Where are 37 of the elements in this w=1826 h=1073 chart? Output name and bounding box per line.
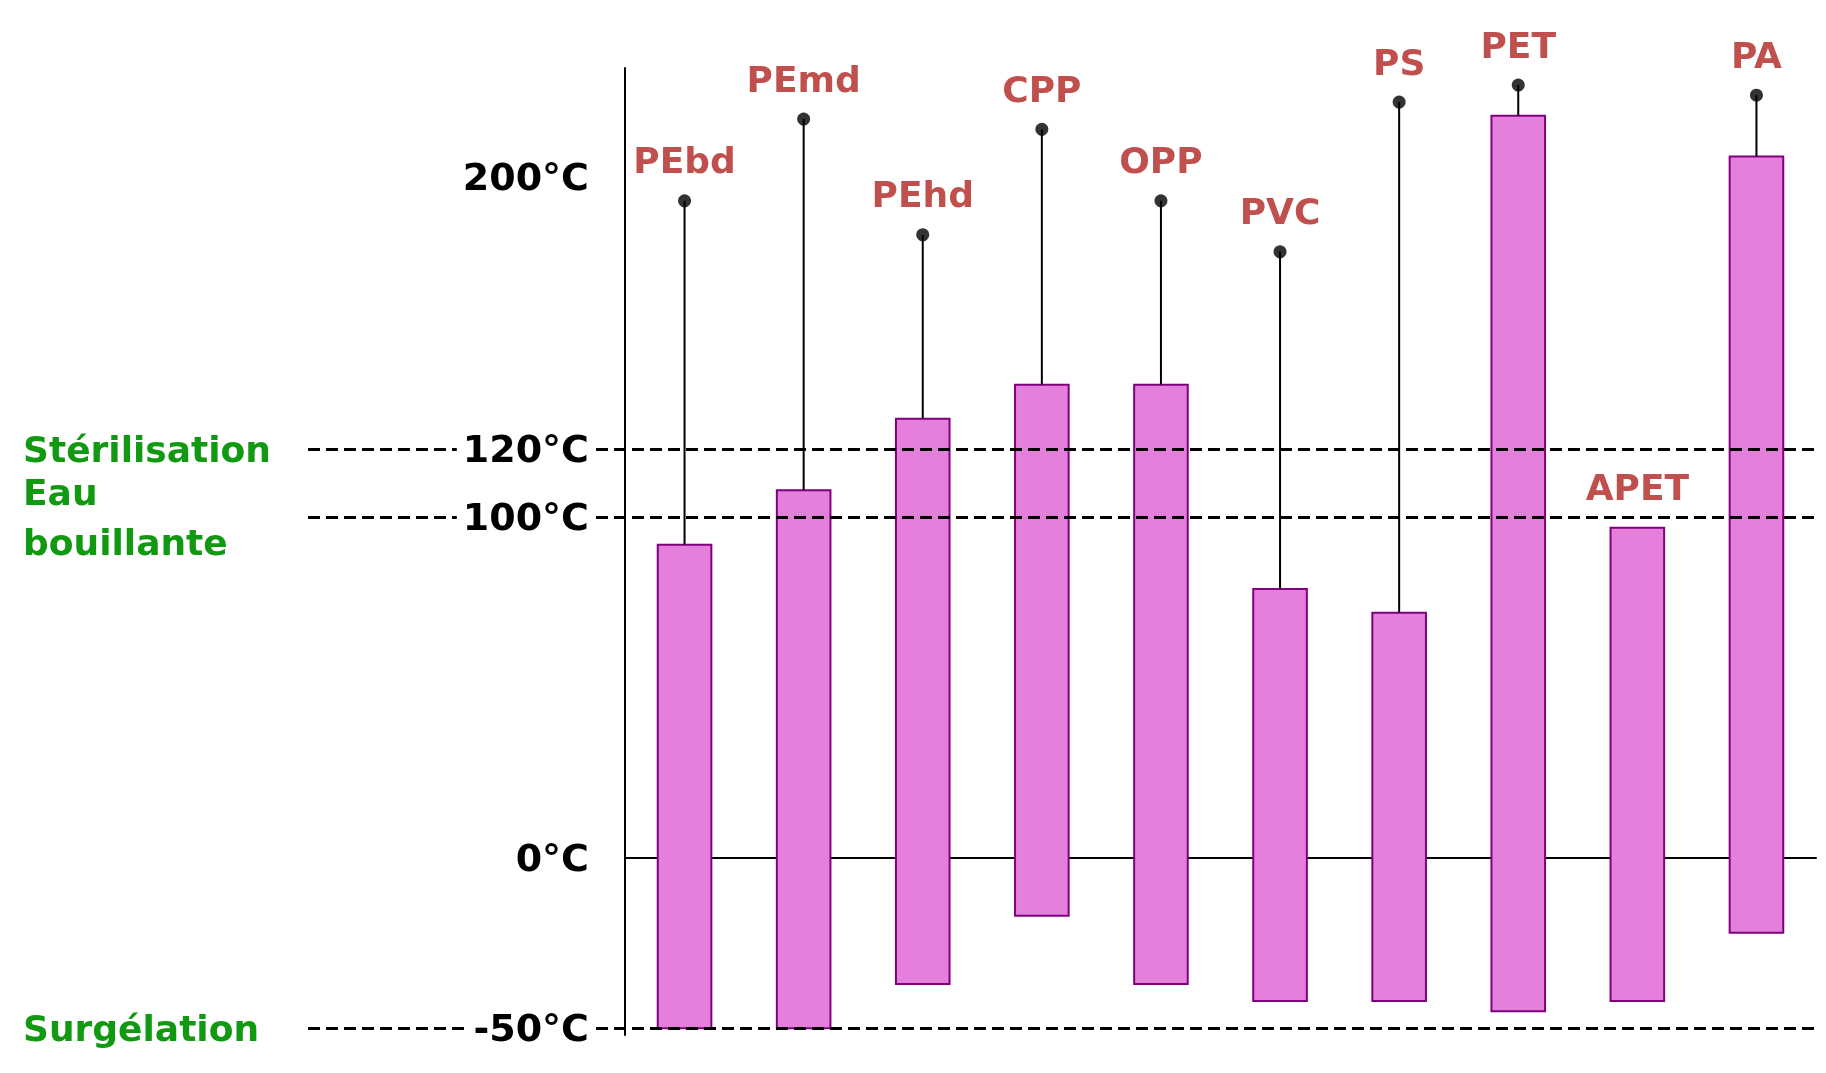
bar [894,417,951,985]
point [1035,122,1049,136]
y-tick-label: 200°C [462,154,589,199]
point [1749,88,1763,102]
point [678,194,692,208]
bar [1609,526,1666,1002]
ref-line-label: Eau bouillante [23,471,228,563]
bar [1490,114,1547,1013]
ref-line-label: Surgélation [23,1007,260,1049]
x-tick-label: PA [1730,34,1783,76]
x-tick-label: OPP [1119,140,1203,182]
x-tick-label: APET [1585,467,1690,509]
bar [775,489,832,1030]
point [1511,78,1525,92]
bar [1371,611,1427,1002]
bar [1728,155,1785,934]
bar [1014,383,1070,917]
x-tick-label: PEhd [871,174,974,216]
y-tick-label: 120°C [462,427,589,472]
y-tick-label: -50°C [473,1006,589,1051]
y-tick-label: 100°C [462,495,589,540]
bar [656,543,713,1030]
point [1273,245,1287,259]
point [916,228,930,242]
point [797,112,811,126]
point [1392,95,1406,109]
ref-line-label: Stérilisation [23,428,271,470]
bar [1252,587,1308,1002]
x-tick-label: PS [1372,41,1426,83]
bar [1133,383,1189,985]
point [1154,194,1168,208]
y-tick-label: 0°C [515,835,589,880]
x-tick-label: CPP [1002,68,1082,110]
x-tick-label: PEbd [633,140,736,182]
x-tick-label: PEmd [746,58,861,100]
x-tick-label: PVC [1239,191,1321,233]
x-tick-label: PET [1480,24,1557,66]
